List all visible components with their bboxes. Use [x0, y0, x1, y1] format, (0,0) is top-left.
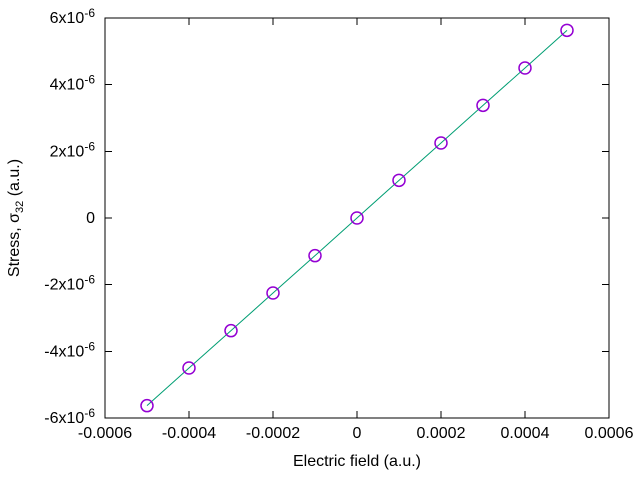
- data-point: [392, 173, 406, 188]
- x-tick-label: 0.0006: [585, 425, 634, 442]
- y-axis-title: Stress, σ32 (a.u.): [6, 159, 26, 277]
- data-point: [182, 361, 196, 375]
- y-axis-title-suffix: (a.u.): [6, 158, 23, 201]
- y-tick-label: -2x10-6: [44, 273, 95, 294]
- x-tick-label: -0.0004: [162, 425, 216, 442]
- data-point: [350, 211, 364, 225]
- x-tick-label: 0.0004: [501, 425, 550, 442]
- y-tick-label: 4x10-6: [50, 73, 96, 94]
- y-tick-label: 6x10-6: [50, 6, 96, 27]
- y-axis-title-subscript: 32: [14, 200, 26, 213]
- data-point: [434, 136, 448, 150]
- y-tick-label: -4x10-6: [44, 339, 95, 360]
- x-tick-label: 0.0002: [417, 425, 466, 442]
- x-tick-label: -0.0002: [246, 425, 300, 442]
- x-axis-title: Electric field (a.u.): [292, 453, 422, 470]
- x-tick-label: -0.0006: [78, 425, 132, 442]
- y-tick-label: -6x10-6: [44, 406, 95, 427]
- data-point: [224, 323, 238, 338]
- y-tick-label: 2x10-6: [50, 139, 96, 160]
- data-point: [140, 398, 154, 413]
- data-line: [146, 29, 568, 407]
- data-point: [560, 23, 574, 38]
- data-point: [266, 286, 280, 300]
- y-tick-label: 0: [86, 210, 95, 227]
- y-axis-title-prefix: Stress, σ: [6, 212, 23, 278]
- data-point: [518, 61, 532, 75]
- x-tick-label: 0: [353, 425, 362, 442]
- data-point: [476, 98, 490, 113]
- data-point: [308, 248, 322, 263]
